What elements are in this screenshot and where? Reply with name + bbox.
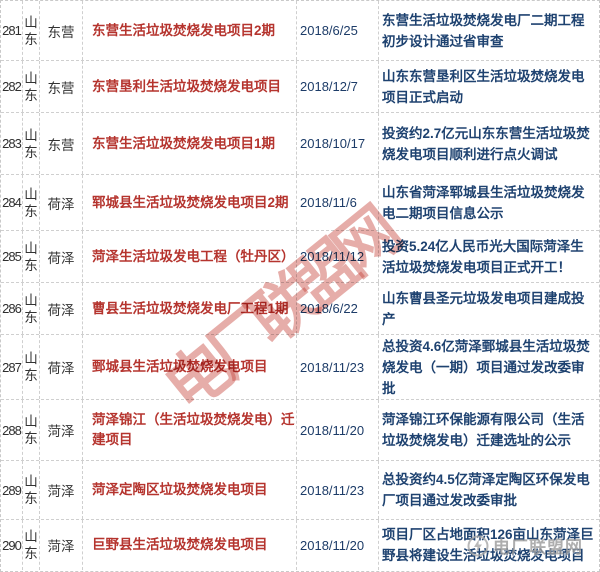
table-row: 288 山东 菏泽 菏泽锦江（生活垃圾焚烧发电）迁建项目 2018/11/20 菏泽锦江环… [1, 400, 599, 461]
city-cell: 东营 [40, 1, 83, 60]
province-cell: 山东 [23, 61, 40, 112]
province-cell: 山东 [23, 520, 40, 570]
date-cell: 2018/10/17 [297, 113, 379, 174]
news-cell: 山东曹县圣元垃圾发电项目建成投产 [382, 290, 585, 327]
province-cell: 山东 [23, 231, 40, 282]
project-name-cell: 东营生活垃圾焚烧发电项目1期 [83, 113, 297, 174]
project-name-cell: 鄄城县生活垃圾焚烧发电项目 [83, 335, 297, 399]
city-cell: 荷泽 [40, 335, 83, 399]
city-cell: 荷泽 [40, 231, 83, 282]
table-row: 282 山东 东营 东营垦利生活垃圾焚烧发电项目 2018/12/7 山东东营垦利区生活垃… [1, 61, 599, 113]
table-row: 287 山东 荷泽 鄄城县生活垃圾焚烧发电项目 2018/11/23 总投资4.6亿菏泽鄄… [1, 335, 599, 400]
row-number-cell: 281 [1, 1, 23, 60]
table-row: 284 山东 荷泽 郓城县生活垃圾焚烧发电项目2期 2018/11/6 山东省菏泽郓城县生… [1, 175, 599, 231]
project-name-cell: 郓城县生活垃圾焚烧发电项目2期 [83, 175, 297, 230]
project-name-cell: 东营垦利生活垃圾焚烧发电项目 [83, 61, 297, 112]
date-cell: 2018/11/23 [297, 335, 379, 399]
table-row: 281 山东 东营 东营生活垃圾焚烧发电项目2期 2018/6/25 东营生活垃圾焚烧发电… [1, 1, 599, 61]
date-cell: 2018/11/23 [297, 461, 379, 519]
project-name-cell: 菏泽定陶区垃圾焚烧发电项目 [83, 461, 297, 519]
row-number-cell: 283 [1, 113, 23, 174]
news-cell: 投资约2.7亿元山东东营生活垃圾焚烧发电项目顺利进行点火调试 [382, 125, 590, 162]
date-cell: 2018/11/12 [297, 231, 379, 282]
news-cell: 总投资约4.5亿菏泽定陶区环保发电厂项目通过发改委审批 [382, 472, 590, 508]
city-cell: 东营 [40, 113, 83, 174]
city-cell: 菏泽 [40, 461, 83, 519]
row-number-cell: 287 [1, 335, 23, 399]
news-cell: 菏泽锦江环保能源有限公司（生活垃圾焚烧发电）迁建选址的公示 [382, 412, 585, 448]
row-number-cell: 285 [1, 231, 23, 282]
province-cell: 山东 [23, 175, 40, 230]
project-name-cell: 菏泽生活垃圾发电工程（牡丹区） [83, 231, 297, 282]
row-number-cell: 286 [1, 283, 23, 334]
date-cell: 2018/6/22 [297, 283, 379, 334]
table-row: 290 山东 菏泽 巨野县生活垃圾焚烧发电项目 2018/11/20 项目厂区占地面积12… [1, 520, 599, 570]
project-name-cell: 曹县生活垃圾焚烧发电厂工程1期 [83, 283, 297, 334]
row-number-cell: 282 [1, 61, 23, 112]
project-name-cell: 东营生活垃圾焚烧发电项目2期 [83, 1, 297, 60]
province-cell: 山东 [23, 283, 40, 334]
table-row: 285 山东 荷泽 菏泽生活垃圾发电工程（牡丹区） 2018/11/12 投资5.24亿人… [1, 231, 599, 283]
row-number-cell: 290 [1, 520, 23, 570]
news-cell: 东营生活垃圾焚烧发电厂二期工程初步设计通过省审查 [382, 12, 585, 49]
project-name-cell: 菏泽锦江（生活垃圾焚烧发电）迁建项目 [83, 400, 297, 460]
province-cell: 山东 [23, 113, 40, 174]
date-cell: 2018/11/6 [297, 175, 379, 230]
news-cell: 项目厂区占地面积126亩山东菏泽巨野县将建设生活垃圾焚烧发电项目 [382, 527, 594, 563]
news-cell: 山东东营垦利区生活垃圾焚烧发电项目正式启动 [382, 68, 585, 105]
province-cell: 山东 [23, 1, 40, 60]
city-cell: 荷泽 [40, 175, 83, 230]
city-cell: 菏泽 [40, 400, 83, 460]
city-cell: 荷泽 [40, 283, 83, 334]
city-cell: 东营 [40, 61, 83, 112]
table-row: 283 山东 东营 东营生活垃圾焚烧发电项目1期 2018/10/17 投资约2.7亿元山… [1, 113, 599, 175]
news-cell: 山东省菏泽郓城县生活垃圾焚烧发电二期项目信息公示 [382, 184, 585, 221]
date-cell: 2018/11/20 [297, 520, 379, 570]
news-cell: 投资5.24亿人民币光大国际菏泽生活垃圾焚烧发电项目正式开工！ [382, 238, 584, 275]
row-number-cell: 284 [1, 175, 23, 230]
date-cell: 2018/12/7 [297, 61, 379, 112]
row-number-cell: 288 [1, 400, 23, 460]
project-name-cell: 巨野县生活垃圾焚烧发电项目 [83, 520, 297, 570]
date-cell: 2018/11/20 [297, 400, 379, 460]
news-cell: 总投资4.6亿菏泽鄄城县生活垃圾焚烧发电（一期）项目通过发改委审批 [382, 338, 590, 396]
city-cell: 菏泽 [40, 520, 83, 570]
table-row: 286 山东 荷泽 曹县生活垃圾焚烧发电厂工程1期 2018/6/22 山东曹县圣元垃圾发… [1, 283, 599, 335]
province-cell: 山东 [23, 400, 40, 460]
date-cell: 2018/6/25 [297, 1, 379, 60]
province-cell: 山东 [23, 461, 40, 519]
table-row: 289 山东 菏泽 菏泽定陶区垃圾焚烧发电项目 2018/11/23 总投资约4.5亿菏泽… [1, 461, 599, 520]
row-number-cell: 289 [1, 461, 23, 519]
province-cell: 山东 [23, 335, 40, 399]
